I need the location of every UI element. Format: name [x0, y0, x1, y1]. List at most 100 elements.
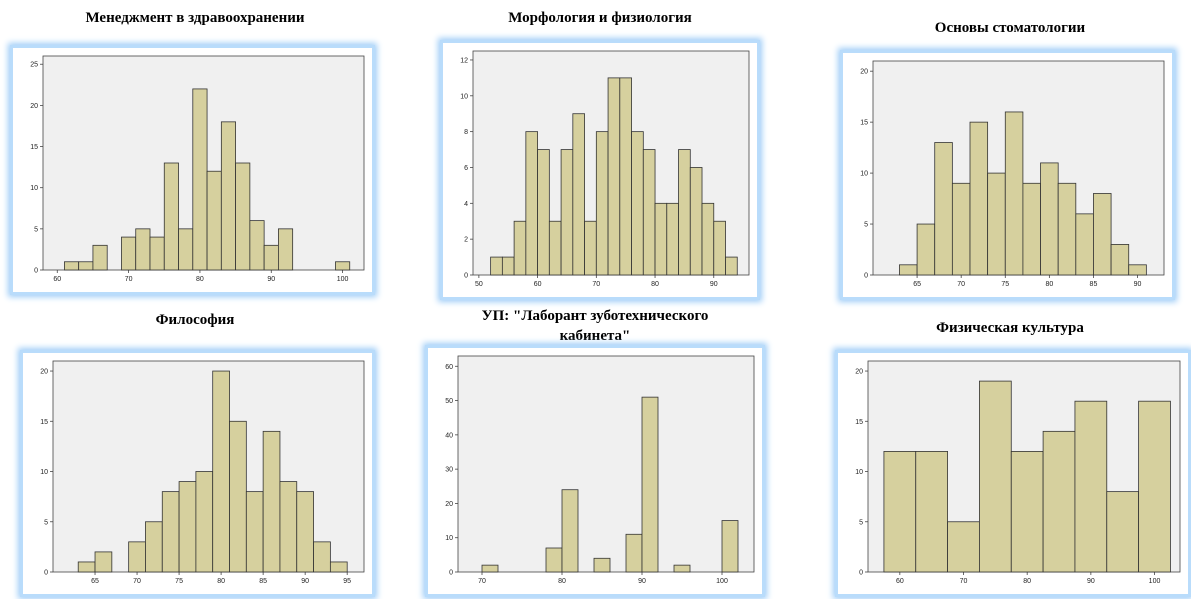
y-tick-label: 2: [464, 237, 468, 244]
bar: [642, 149, 656, 276]
y-tick-label: 15: [30, 144, 38, 151]
bar: [296, 491, 314, 573]
x-tick-label: 70: [957, 281, 965, 288]
x-tick-label: 90: [301, 578, 309, 585]
bar: [1093, 193, 1112, 276]
chart-title: Философия: [155, 312, 235, 328]
bar: [263, 244, 279, 271]
bar: [192, 88, 208, 271]
x-tick-label: 60: [53, 276, 61, 283]
y-tick-label: 4: [464, 201, 468, 208]
bar: [64, 261, 80, 271]
y-tick-label: 20: [855, 369, 863, 376]
bar: [279, 481, 298, 573]
chart-panel: 0 10 20 30 40 50 60 70 80 90 100: [425, 345, 765, 597]
bar: [1004, 111, 1024, 276]
bar: [631, 131, 644, 276]
bar: [1010, 451, 1044, 573]
bar: [987, 172, 1006, 276]
bar: [548, 220, 562, 276]
histogram: 0 5 10 15 20 65 70 75 80 85 90: [860, 60, 1165, 288]
histogram: 0 5 10 15 20 60 70 80 90 100: [855, 360, 1181, 585]
bar: [481, 564, 499, 573]
bar: [572, 113, 585, 276]
x-tick-label: 80: [1023, 578, 1031, 585]
y-tick-label: 0: [449, 570, 453, 577]
bar: [725, 256, 738, 276]
y-tick-label: 15: [855, 419, 863, 426]
bar: [178, 228, 194, 271]
bar: [560, 149, 574, 276]
bar: [212, 370, 230, 573]
y-tick-label: 60: [445, 364, 453, 371]
y-tick-label: 40: [445, 432, 453, 439]
bar: [625, 533, 643, 573]
bar: [525, 131, 538, 276]
x-tick-label: 80: [651, 281, 659, 288]
bar: [277, 228, 294, 271]
x-tick-label: 60: [534, 281, 542, 288]
bar: [1057, 182, 1077, 276]
y-tick-label: 0: [44, 570, 48, 577]
bar: [916, 223, 936, 276]
y-tick-label: 20: [40, 369, 48, 376]
x-tick-label: 75: [175, 578, 183, 585]
bar: [1110, 244, 1130, 276]
y-tick-label: 15: [860, 120, 868, 127]
x-tick-label: 80: [217, 578, 225, 585]
bar: [969, 121, 989, 276]
bar: [335, 261, 351, 271]
bar: [329, 561, 348, 573]
bar: [513, 220, 527, 276]
histogram: 0 5 10 15 20 65 70 75 80 85 90 95: [40, 360, 365, 585]
bar: [899, 264, 918, 276]
bar: [947, 521, 980, 573]
x-tick-label: 85: [1090, 281, 1098, 288]
x-tick-label: 90: [267, 276, 275, 283]
bar: [934, 142, 953, 276]
bar: [654, 202, 668, 276]
x-tick-label: 70: [133, 578, 141, 585]
x-tick-label: 65: [913, 281, 921, 288]
bar: [689, 167, 703, 276]
x-tick-label: 75: [1001, 281, 1009, 288]
chart-panel: 0 2 4 6 8 10 12 50 60 70 80 90: [440, 40, 760, 300]
x-tick-label: 80: [196, 276, 204, 283]
bar: [94, 551, 113, 573]
y-tick-label: 5: [864, 222, 868, 229]
y-tick-label: 30: [445, 467, 453, 474]
bar: [607, 77, 621, 276]
x-tick-label: 90: [710, 281, 718, 288]
y-tick-label: 15: [40, 419, 48, 426]
y-tick-label: 10: [30, 185, 38, 192]
bar: [121, 236, 137, 271]
histogram: 0 5 10 15 20 25 60 70 80 90 100: [30, 55, 365, 283]
bar: [1106, 491, 1140, 573]
y-tick-label: 12: [460, 57, 468, 64]
bar: [561, 489, 579, 573]
bar: [641, 396, 659, 573]
bar: [245, 491, 264, 573]
bar: [673, 564, 691, 573]
bar: [161, 491, 180, 573]
bar: [501, 256, 515, 276]
y-tick-label: 20: [30, 103, 38, 110]
bar: [262, 430, 281, 573]
bar: [883, 451, 917, 573]
y-tick-label: 10: [40, 469, 48, 476]
chart-panel: 0 5 10 15 20 60 70 80 90 100: [835, 350, 1191, 597]
bar: [595, 131, 609, 276]
bar: [713, 220, 726, 276]
y-tick-label: 0: [859, 570, 863, 577]
bar: [313, 541, 331, 573]
bar: [666, 202, 679, 276]
bar: [220, 121, 236, 271]
bar: [1042, 430, 1076, 573]
bar: [135, 228, 151, 271]
histogram: 0 10 20 30 40 50 60 70 80 90 100: [445, 355, 755, 585]
bar: [584, 220, 597, 276]
x-tick-label: 95: [343, 578, 351, 585]
y-tick-label: 8: [464, 129, 468, 136]
x-tick-label: 70: [478, 578, 486, 585]
bar: [195, 471, 214, 573]
